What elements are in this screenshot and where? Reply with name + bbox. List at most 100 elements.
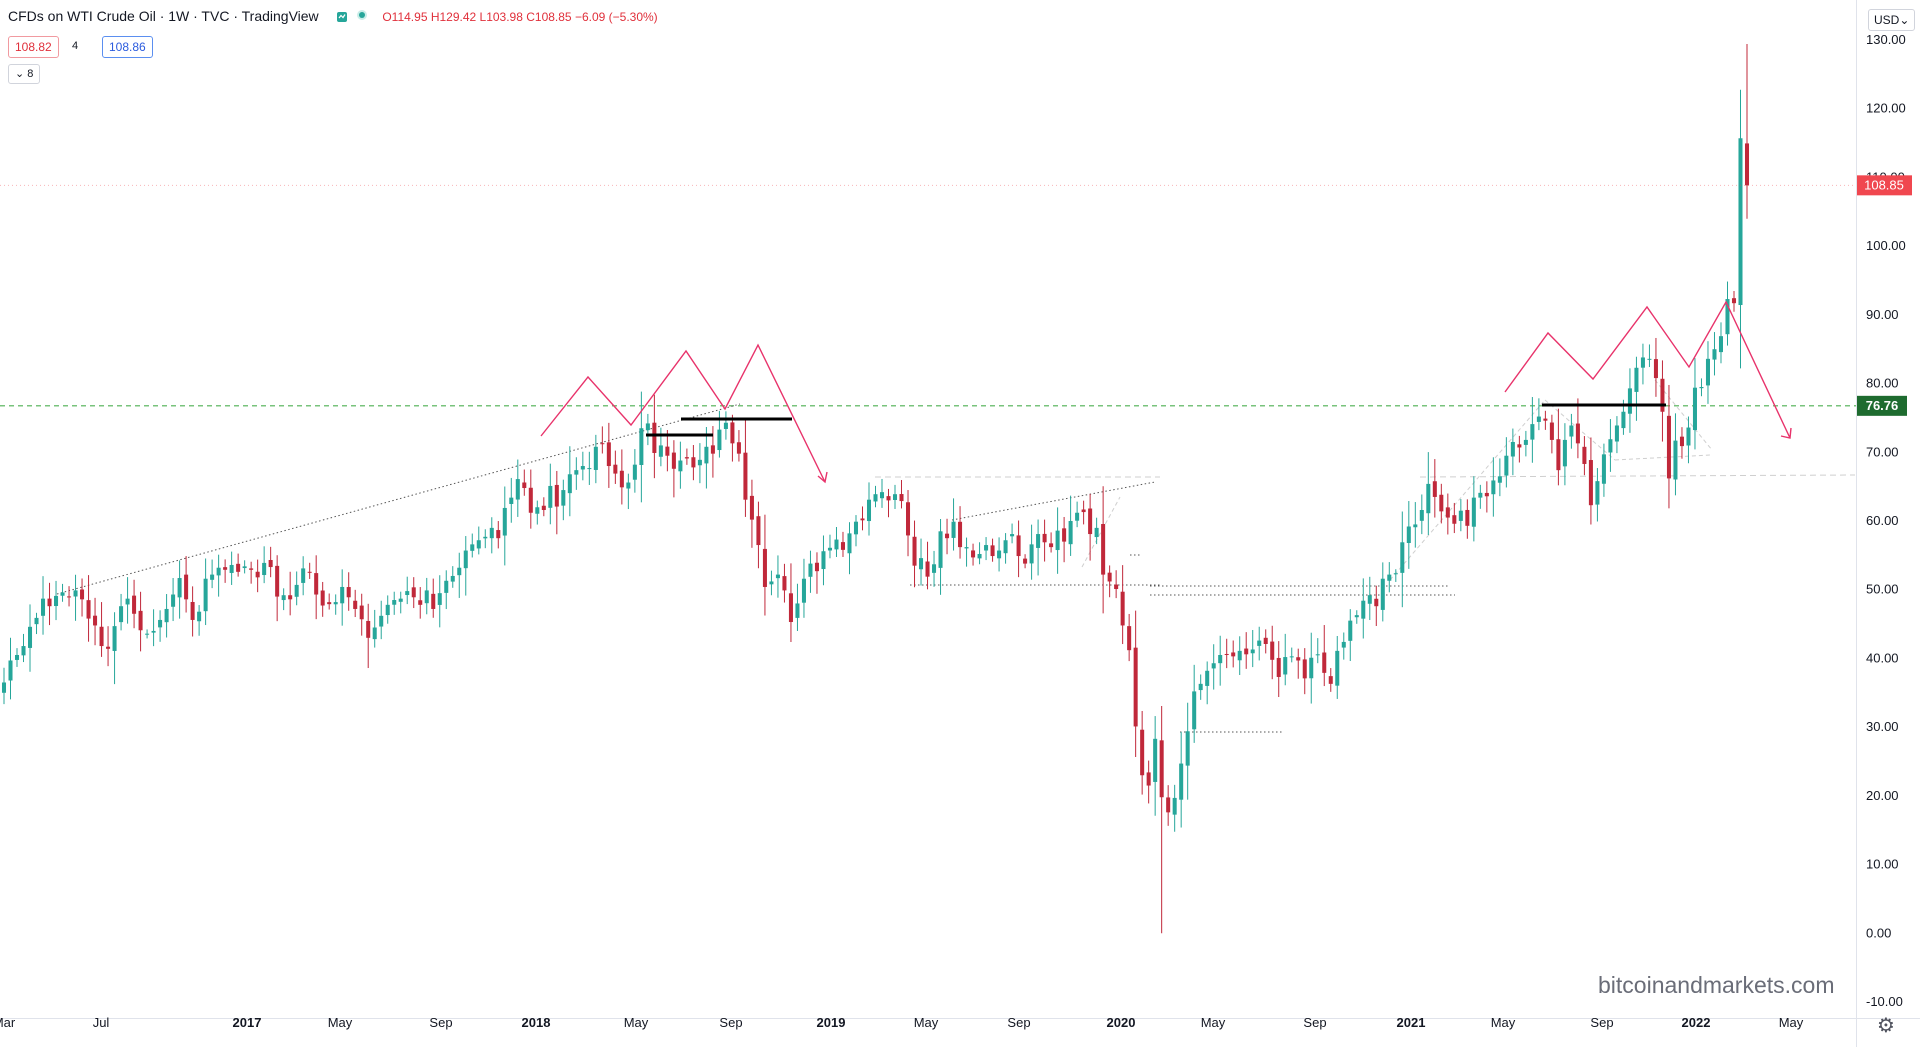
x-tick-label: May <box>914 1015 939 1030</box>
candle-body <box>255 571 260 578</box>
candle-body <box>906 502 911 536</box>
candle-body <box>1367 595 1372 604</box>
candle-body <box>1023 558 1028 564</box>
candle-body <box>190 601 195 620</box>
y-tick-label: 20.00 <box>1866 788 1899 803</box>
candle-body <box>834 539 839 550</box>
candle-body <box>1205 670 1210 686</box>
candle-body <box>171 594 176 607</box>
candle-body <box>1341 641 1346 648</box>
candle-body <box>1614 425 1619 442</box>
candle-body <box>1523 439 1528 445</box>
y-tick-label: 0.00 <box>1866 925 1891 940</box>
y-tick-label: -10.00 <box>1866 994 1903 1009</box>
candle-body <box>938 531 943 568</box>
candle-body <box>684 457 689 459</box>
candle-body <box>463 550 468 569</box>
candle-body <box>925 561 930 577</box>
range-top-2021 <box>1419 474 1856 478</box>
candle-body <box>314 573 319 595</box>
candle-body <box>574 470 579 475</box>
candle-body <box>301 568 306 583</box>
candle-body <box>34 617 39 625</box>
x-tick-label: 2021 <box>1397 1015 1426 1030</box>
x-tick-label: 2022 <box>1682 1015 1711 1030</box>
indicators-collapse-button[interactable]: ⌄ 8 <box>8 64 41 84</box>
market-status-icon <box>336 9 347 22</box>
candle-body <box>600 443 605 445</box>
candle-body <box>307 571 312 573</box>
currency-selector[interactable]: USD⌄ <box>1868 9 1916 31</box>
candle-body <box>424 590 429 604</box>
candle-body <box>47 598 52 607</box>
candle-body <box>1361 600 1366 619</box>
candle-body <box>177 578 182 598</box>
candle-body <box>1276 657 1281 677</box>
candle-body <box>1712 349 1717 360</box>
candle-body <box>1231 652 1236 657</box>
candle-body <box>1471 497 1476 527</box>
arrow-2018 <box>817 471 828 484</box>
candle-body <box>216 567 221 576</box>
candle-body <box>1497 476 1502 483</box>
candle-body <box>1101 524 1106 575</box>
candle-body <box>1686 427 1691 446</box>
candle-body <box>496 530 501 539</box>
candle-body <box>164 608 169 623</box>
candle-body <box>1016 535 1021 557</box>
candle-body <box>548 485 553 508</box>
candle-body <box>958 521 963 548</box>
candle-body <box>697 459 702 466</box>
candle-body <box>626 482 631 489</box>
candle-body <box>840 542 845 550</box>
candle-body <box>1198 683 1203 691</box>
candle-body <box>1120 591 1125 626</box>
candle-body <box>1536 416 1541 422</box>
candle-body <box>1328 676 1333 684</box>
candle-body <box>1510 441 1515 457</box>
candle-body <box>1029 544 1034 564</box>
buy-price-button[interactable]: 108.86 <box>102 36 153 58</box>
candle-body <box>717 429 722 451</box>
sell-price-button[interactable]: 108.82 <box>8 36 59 58</box>
candle-body <box>27 626 33 648</box>
candle-body <box>1179 763 1184 800</box>
x-tick-label: Jul <box>93 1015 110 1030</box>
ohlc-values: O114.95 H129.42 L103.98 C108.85 −6.09 (−… <box>382 10 658 24</box>
candle-body <box>125 598 130 605</box>
candle-body <box>795 603 800 618</box>
candle-body <box>827 547 832 551</box>
candle-body <box>1718 336 1724 353</box>
candle-body <box>1569 425 1574 437</box>
candle-body <box>1465 509 1470 526</box>
candle-body <box>73 590 78 597</box>
candle-body <box>723 422 728 429</box>
candle-body <box>1003 540 1008 554</box>
y-tick-label: 10.00 <box>1866 857 1899 872</box>
x-tick-label: May <box>1201 1015 1226 1030</box>
spread-value: 4 <box>72 36 79 56</box>
candle-body <box>1309 657 1314 679</box>
candle-body <box>405 591 410 596</box>
symbol-title[interactable]: CFDs on WTI Crude Oil · 1W · TVC · Tradi… <box>8 8 319 24</box>
candle-body <box>691 457 696 468</box>
candle-body <box>457 567 462 576</box>
candle-body <box>554 484 559 507</box>
candle-body <box>984 545 989 551</box>
level-label: 76.76 <box>1866 398 1899 413</box>
candle-body <box>756 516 761 546</box>
candle-body <box>919 558 924 570</box>
candle-body <box>593 446 598 470</box>
candle-body <box>320 590 325 606</box>
candle-body <box>184 574 189 600</box>
candle-body <box>587 468 592 470</box>
candle-body <box>41 598 46 616</box>
candle-body <box>119 606 124 623</box>
candle-body <box>1257 640 1262 646</box>
candle-body <box>398 598 403 602</box>
gear-icon[interactable]: ⚙ <box>1877 1015 1895 1037</box>
candle-body <box>658 445 663 457</box>
candle-body <box>418 600 423 605</box>
